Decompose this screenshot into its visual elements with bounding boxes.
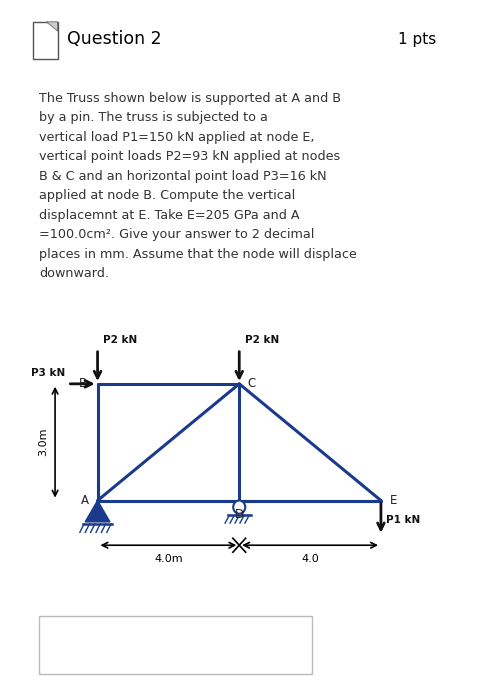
- Text: 3.0m: 3.0m: [39, 428, 49, 456]
- Text: 4.0m: 4.0m: [154, 554, 183, 564]
- Text: E: E: [390, 494, 397, 507]
- Circle shape: [233, 500, 245, 514]
- Text: The Truss shown below is supported at A and B
by a pin. The truss is subjected t: The Truss shown below is supported at A …: [40, 92, 357, 281]
- Text: D: D: [235, 508, 244, 521]
- Text: P2 kN: P2 kN: [103, 335, 137, 345]
- Text: Question 2: Question 2: [67, 30, 161, 48]
- Text: P2 kN: P2 kN: [244, 335, 279, 345]
- Text: C: C: [247, 377, 256, 391]
- Text: 4.0: 4.0: [301, 554, 319, 564]
- Polygon shape: [46, 22, 57, 31]
- FancyBboxPatch shape: [40, 615, 312, 673]
- FancyBboxPatch shape: [33, 22, 57, 59]
- Text: B: B: [79, 377, 87, 391]
- Polygon shape: [85, 500, 110, 522]
- Text: A: A: [81, 494, 89, 507]
- Text: 1 pts: 1 pts: [398, 32, 437, 47]
- Text: P1 kN: P1 kN: [386, 515, 421, 525]
- Text: P3 kN: P3 kN: [31, 368, 66, 378]
